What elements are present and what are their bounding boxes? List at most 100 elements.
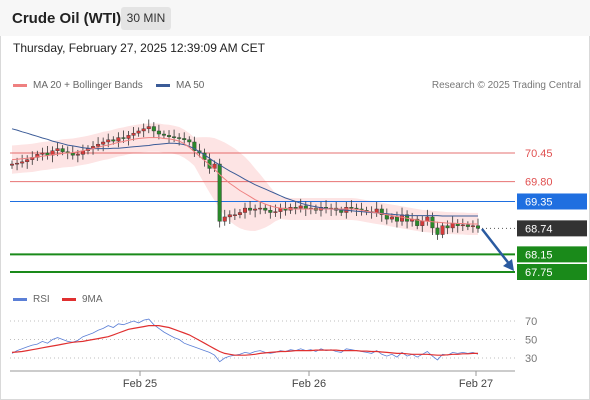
candle-body [60,148,65,152]
rsi-level-label-30: 30 [525,353,537,365]
candle-body [15,162,20,165]
candle-body [75,154,80,156]
candle-body [253,208,258,211]
candle-body [227,214,232,218]
header-bar: Crude Oil (WTI) 30 MIN [0,0,590,36]
candle-body [146,126,151,129]
candle-body [121,137,126,139]
candle-body [141,128,146,132]
candle-body [192,141,197,151]
research-credit: Research © 2025 Trading Central [431,80,581,91]
candle-body [172,136,177,138]
candle-body [258,207,263,210]
level-tag-67.75 [517,264,587,280]
candle-body [450,223,455,229]
timeframe-button[interactable]: 30 MIN [121,7,171,30]
candle-body [298,205,303,209]
candle-body [217,163,222,222]
candle-body [394,216,399,222]
legend-rsi-ma: 9MA [62,294,103,305]
candle-body [9,163,14,166]
candle-body [106,139,111,143]
candle-body [476,225,481,229]
level-label-70.45: 70.45 [525,148,553,160]
candle-body [237,212,242,215]
candle-body [374,208,379,213]
ma50-swatch [156,83,170,87]
ma20-label: MA 20 + Bollinger Bands [33,80,143,91]
projection-arrowhead [503,259,514,271]
level-label-69.35: 69.35 [525,196,553,208]
candle-body [182,138,187,140]
ma50-label: MA 50 [176,80,205,91]
candle-body [111,139,116,142]
instrument-title: Crude Oil (WTI) [12,10,122,27]
candle-body [177,137,182,139]
candle-body [156,130,161,135]
legend-ma20: MA 20 + Bollinger Bands [13,80,143,91]
candle-body [460,224,465,227]
ma20-swatch [13,83,27,87]
candle-body [161,133,166,136]
candle-body [339,210,344,213]
candle-body [263,207,268,211]
rsi-ma-line [11,325,478,356]
candle-body [131,132,136,136]
x-tick-label: Feb 25 [123,378,157,390]
candle-body [415,218,420,226]
x-tick-label: Feb 26 [292,378,326,390]
candle-body [420,221,425,226]
legend-ma50: MA 50 [156,80,204,91]
candle-body [435,227,440,235]
last-price-tag [517,220,587,237]
candle-body [55,148,60,151]
rsi-swatch [13,297,27,301]
candle-body [136,130,141,134]
ma20-line [11,137,478,225]
level-label-68.15: 68.15 [525,249,553,261]
rsi-level-label-70: 70 [525,316,537,328]
candle-body [268,210,273,213]
ma50-line [11,128,478,217]
level-label-69.80: 69.80 [525,177,553,189]
candle-body [40,152,45,155]
candle-body [293,207,298,209]
candles [9,119,481,240]
candle-body [389,216,394,220]
candle-body [273,211,278,213]
candle-body [101,141,106,145]
candle-body [126,135,131,139]
candle-body [425,216,430,222]
rsi-ma-swatch [62,297,76,301]
candle-body [232,214,237,216]
candle-body [445,225,450,229]
candle-body [248,207,253,211]
candle-body [116,137,121,142]
candle-body [222,216,227,222]
candle-body [379,208,384,215]
candle-body [70,152,75,156]
projection-arrow [481,228,511,266]
candle-body [440,225,445,235]
x-tick-label: Feb 27 [459,378,493,390]
level-tag-68.15 [517,246,587,263]
candle-body [349,207,354,209]
candle-body [20,161,25,164]
candle-body [96,143,101,147]
candle-body [242,207,247,213]
candle-body [45,152,50,156]
rsi-level-label-50: 50 [525,335,537,347]
candle-body [465,224,470,227]
level-tag-69.35 [517,193,587,210]
level-label-67.75: 67.75 [525,267,553,279]
candle-body [167,135,172,137]
legend-rsi: RSI [13,294,50,305]
last-price-label: 68.74 [525,223,553,235]
candle-body [470,225,475,227]
candle-body [25,159,30,163]
candle-body [187,139,192,143]
candle-body [151,126,156,132]
candle-body [212,163,217,169]
candle-body [430,216,435,229]
